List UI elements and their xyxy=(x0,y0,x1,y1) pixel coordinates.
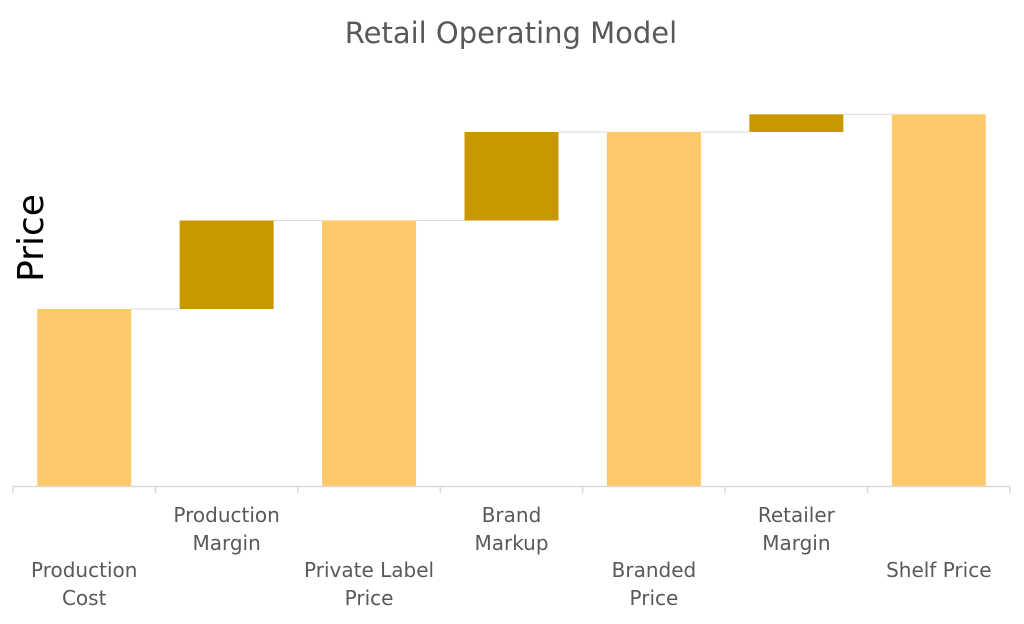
bar-branded-price xyxy=(606,132,701,486)
category-label-line: Production xyxy=(173,503,279,527)
category-label-shelf-price: Shelf Price xyxy=(886,558,991,582)
category-label-brand-markup: Brand Markup xyxy=(474,503,548,555)
connector-lines xyxy=(131,113,892,310)
category-label-line: Price xyxy=(345,586,394,610)
bar-group xyxy=(37,114,986,487)
bar-production-margin xyxy=(179,220,274,309)
category-labels: Production Cost Production Margin Private La… xyxy=(31,503,991,610)
category-label-line: Cost xyxy=(62,586,107,610)
category-label-line: Private Label xyxy=(304,558,434,582)
y-axis-label: Price xyxy=(11,194,52,282)
bar-shelf-price xyxy=(891,114,986,487)
chart-title: Retail Operating Model xyxy=(345,16,677,50)
bar-brand-markup xyxy=(464,132,559,221)
category-label-line: Markup xyxy=(474,531,548,555)
bar-private-label-price xyxy=(322,220,417,486)
category-label-line: Price xyxy=(630,586,679,610)
category-label-line: Production xyxy=(31,558,137,582)
x-axis xyxy=(12,485,1011,493)
category-label-retailer-margin: Retailer Margin xyxy=(758,503,836,555)
category-label-line: Brand xyxy=(482,503,542,527)
category-label-branded-price: Branded Price xyxy=(612,558,697,610)
bar-retailer-margin xyxy=(749,114,844,132)
bar-production-cost xyxy=(37,309,132,486)
category-label-line: Margin xyxy=(192,531,260,555)
category-label-private-label-price: Private Label Price xyxy=(304,558,434,610)
category-label-line: Margin xyxy=(762,531,830,555)
category-label-production-margin: Production Margin xyxy=(173,503,279,555)
category-label-line: Retailer xyxy=(758,503,836,527)
category-label-production-cost: Production Cost xyxy=(31,558,137,610)
category-label-line: Branded xyxy=(612,558,697,582)
category-label-line: Shelf Price xyxy=(886,558,991,582)
